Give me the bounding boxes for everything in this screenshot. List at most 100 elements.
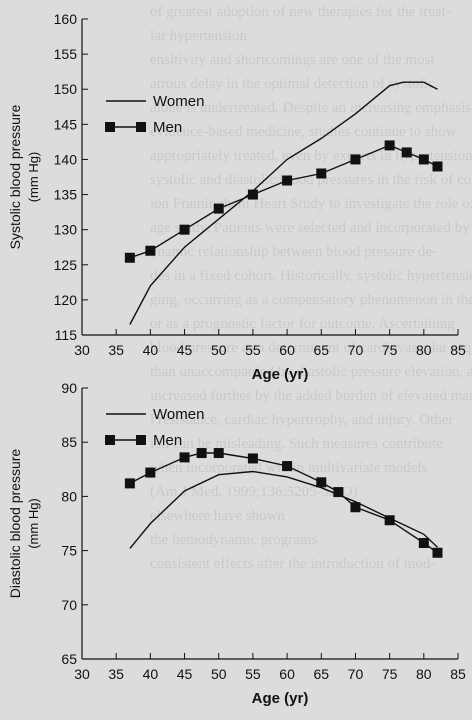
- systolic-chart: 115 120 125 130 135 140 145 150 155 160 30 35 40 45 50…: [7, 11, 466, 383]
- x-tick-label: 50: [211, 342, 227, 358]
- women-series-line: [129, 470, 438, 549]
- men-data-marker: [282, 175, 293, 186]
- legend-label-men: Men: [153, 432, 182, 449]
- men-data-marker: [179, 452, 190, 463]
- men-data-marker: [213, 203, 224, 214]
- x-axis-label: Age (yr): [252, 690, 309, 707]
- background-text-line: increased further by the added burden of…: [150, 388, 472, 404]
- women-series-line: [129, 81, 438, 325]
- x-tick-label: 30: [74, 342, 90, 358]
- background-text-line: ensitivity and shortcomings are one of t…: [150, 52, 435, 68]
- background-text-line: (Am J Med. 1999;136:5205-52-O): [150, 484, 358, 500]
- legend-marker: [105, 435, 115, 445]
- y-tick-label: 140: [54, 151, 78, 167]
- men-data-marker: [333, 487, 344, 498]
- y-tick-label: 145: [54, 116, 78, 132]
- background-text-line: the hemodynamic programs: [150, 532, 318, 548]
- background-text-line: elsewhere have shown: [150, 508, 285, 524]
- x-tick-label: 75: [382, 342, 398, 358]
- men-data-marker: [179, 224, 190, 235]
- x-tick-label: 85: [450, 342, 466, 358]
- y-tick-label: 160: [54, 11, 78, 27]
- men-data-marker: [124, 478, 135, 489]
- background-text-line: of greatest adoption of new therapies fo…: [150, 4, 451, 20]
- men-data-marker: [316, 477, 327, 488]
- legend-label-women: Women: [153, 406, 204, 423]
- background-text-line: or as a prognostic factor for outcome. A…: [150, 316, 455, 332]
- x-tick-label: 55: [245, 342, 261, 358]
- x-tick-label: 45: [177, 342, 193, 358]
- x-tick-label: 50: [211, 666, 227, 682]
- men-data-marker: [196, 448, 207, 459]
- x-tick-label: 40: [143, 342, 159, 358]
- x-tick-label: 35: [108, 342, 124, 358]
- men-data-marker: [145, 467, 156, 478]
- legend-label-women: Women: [153, 93, 204, 110]
- x-tick-label: 75: [382, 666, 398, 682]
- background-text-line: des in a fixed cohort. Historically, sys…: [150, 268, 472, 284]
- background-text-line: l resistance, cardiac hypertrophy, and i…: [150, 412, 454, 428]
- background-text-line: ion Framingham Heart Study to investigat…: [150, 196, 472, 212]
- background-text-line: blood pressure as a determinant of cardi…: [150, 340, 472, 356]
- x-tick-label: 55: [245, 666, 261, 682]
- y-tick-label: 155: [54, 46, 78, 62]
- y-tick-label: 65: [61, 651, 77, 667]
- y-tick-label: 90: [61, 380, 77, 396]
- y-tick-label: 135: [54, 187, 78, 203]
- legend-label-men: Men: [153, 119, 182, 136]
- background-text-line: than unaccompanied by diastolic pressure…: [150, 364, 472, 380]
- men-data-marker: [247, 189, 258, 200]
- legend-marker: [136, 122, 146, 132]
- y-axis-label: (mm Hg): [26, 498, 41, 549]
- x-tick-label: 70: [348, 666, 364, 682]
- y-tick-label: 130: [54, 222, 78, 238]
- background-text-line: ion can be misleading. Such measures con…: [150, 436, 443, 452]
- x-tick-label: 30: [74, 666, 90, 682]
- y-axis-label: Diastolic blood pressure: [7, 449, 23, 599]
- men-data-marker: [401, 147, 412, 158]
- background-text-line: systolic and diastolic blood pressures i…: [150, 172, 472, 188]
- x-tick-label: 40: [143, 666, 159, 682]
- men-data-marker: [213, 448, 224, 459]
- men-data-marker: [418, 538, 429, 549]
- men-data-marker: [384, 140, 395, 151]
- x-tick-label: 60: [279, 342, 295, 358]
- y-tick-label: 85: [61, 434, 77, 450]
- legend-marker: [136, 435, 146, 445]
- y-tick-label: 75: [61, 543, 77, 559]
- men-data-marker: [282, 461, 293, 472]
- men-data-marker: [145, 245, 156, 256]
- background-text-line: appropriately treated, even by experts i…: [150, 148, 472, 164]
- men-data-marker: [247, 453, 258, 464]
- x-axis-label: Age (yr): [252, 366, 309, 383]
- men-data-marker: [350, 502, 361, 513]
- background-text-line: age study. Patients were selected and in…: [150, 220, 470, 236]
- x-tick-label: 80: [416, 666, 432, 682]
- men-data-marker: [384, 515, 395, 526]
- x-tick-label: 80: [416, 342, 432, 358]
- background-text-line: evidence-based medicine, studies continu…: [150, 124, 457, 140]
- x-tick-label: 60: [279, 666, 295, 682]
- men-data-marker: [350, 154, 361, 165]
- x-tick-label: 85: [450, 666, 466, 682]
- x-tick-label: 65: [313, 666, 329, 682]
- y-tick-label: 150: [54, 81, 78, 97]
- y-axis-label: (mm Hg): [26, 152, 41, 203]
- background-text-line: ging, occurring as a compensatory phenom…: [150, 292, 472, 308]
- x-tick-label: 70: [348, 342, 364, 358]
- x-tick-label: 65: [313, 342, 329, 358]
- y-tick-label: 120: [54, 292, 78, 308]
- x-tick-label: 45: [177, 666, 193, 682]
- background-text-line: ynamic relationship between blood pressu…: [150, 244, 437, 260]
- legend-marker: [105, 122, 115, 132]
- background-text-line: atrous delay in the optimal detection of…: [150, 76, 435, 92]
- y-axis-label: Systolic blood pressure: [7, 104, 23, 249]
- background-text-line: alone is undertreated. Despite an increa…: [150, 100, 472, 116]
- x-tick-label: 35: [108, 666, 124, 682]
- y-tick-label: 125: [54, 257, 78, 273]
- diastolic-chart: 65 70 75 80 85 90 30 35 40 45 50 55 60 65 70 75 80 85 Age …: [7, 380, 466, 707]
- men-data-marker: [418, 154, 429, 165]
- y-tick-label: 70: [61, 597, 77, 613]
